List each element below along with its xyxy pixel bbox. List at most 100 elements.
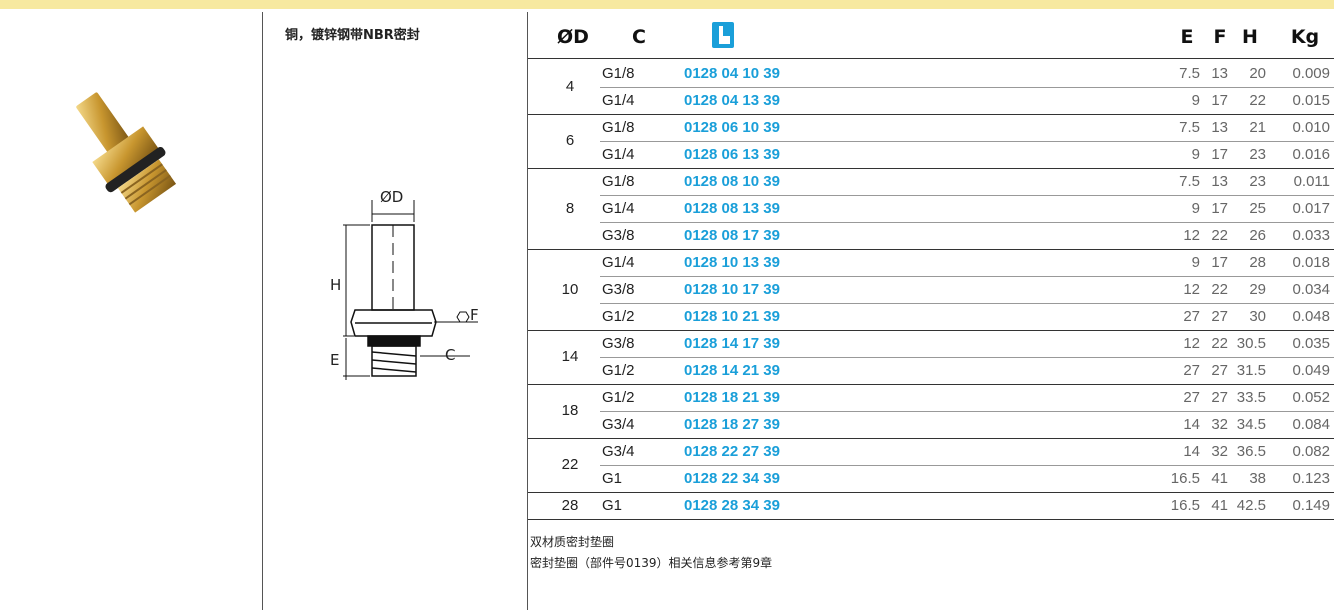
thread: G1/8 [602, 173, 635, 190]
thread: G1/4 [602, 92, 635, 109]
column-header: ØD [557, 26, 589, 48]
dim-f: 13 [1211, 173, 1228, 190]
thread: G3/8 [602, 335, 635, 352]
column-header: F [1213, 26, 1227, 48]
part-number: 0128 04 13 39 [684, 92, 780, 109]
group-rule [528, 384, 1334, 385]
column-header: C [632, 26, 646, 48]
row-rule [600, 222, 1334, 223]
dim-h: 21 [1249, 119, 1266, 136]
thread: G3/8 [602, 227, 635, 244]
part-number: 0128 14 21 39 [684, 362, 780, 379]
dim-h: 26 [1249, 227, 1266, 244]
thread: G1/4 [602, 254, 635, 271]
label-d: ØD [380, 188, 403, 206]
dim-h: 25 [1249, 200, 1266, 217]
dim-f: 32 [1211, 416, 1228, 433]
column-header: Kg [1290, 26, 1320, 48]
part-number: 0128 22 34 39 [684, 470, 780, 487]
group-rule [528, 168, 1334, 169]
row-rule [600, 87, 1334, 88]
dim-e: 27 [1183, 308, 1200, 325]
weight: 0.016 [1292, 146, 1330, 163]
product-photo [76, 92, 177, 213]
dim-f: 17 [1211, 92, 1228, 109]
row-rule [600, 411, 1334, 412]
thread: G1/2 [602, 362, 635, 379]
part-number: 0128 18 21 39 [684, 389, 780, 406]
part-number: 0128 08 13 39 [684, 200, 780, 217]
note: 双材质密封垫圈 [530, 535, 615, 549]
dim-e: 12 [1183, 281, 1200, 298]
header-rule [528, 58, 1334, 59]
dim-f: 32 [1211, 443, 1228, 460]
dim-f: 41 [1211, 497, 1228, 514]
label-f: F [470, 306, 479, 324]
group-rule [528, 438, 1334, 439]
dim-e: 9 [1191, 254, 1200, 271]
dim-e: 7.5 [1179, 65, 1200, 82]
part-number: 0128 06 10 39 [684, 119, 780, 136]
weight: 0.011 [1293, 173, 1330, 190]
weight: 0.052 [1292, 389, 1330, 406]
weight: 0.149 [1292, 497, 1330, 514]
dim-h: 42.5 [1236, 497, 1266, 514]
dim-e: 9 [1191, 92, 1200, 109]
dim-f: 13 [1211, 65, 1228, 82]
group-rule [528, 249, 1334, 250]
thread: G3/4 [602, 443, 635, 460]
dim-e: 16.5 [1170, 470, 1200, 487]
row-rule [600, 357, 1334, 358]
dim-e: 14 [1183, 416, 1200, 433]
part-number: 0128 10 13 39 [684, 254, 780, 271]
label-e: E [330, 351, 339, 369]
dim-h: 28 [1249, 254, 1266, 271]
dim-h: 30 [1249, 308, 1266, 325]
weight: 0.015 [1292, 92, 1330, 109]
dim-e: 9 [1191, 146, 1200, 163]
label-h: H [330, 276, 341, 294]
dim-f: 17 [1211, 146, 1228, 163]
group-diameter: 10 [561, 280, 579, 298]
dim-e: 12 [1183, 227, 1200, 244]
weight: 0.010 [1292, 119, 1330, 136]
label-c: C [445, 346, 455, 364]
dim-f: 22 [1211, 335, 1228, 352]
dim-e: 9 [1191, 200, 1200, 217]
thread: G1/4 [602, 146, 635, 163]
part-number: 0128 18 27 39 [684, 416, 780, 433]
dim-e: 12 [1183, 335, 1200, 352]
catalog-icon [712, 22, 734, 48]
row-rule [600, 303, 1334, 304]
dim-h: 23 [1249, 173, 1266, 190]
dim-e: 27 [1183, 389, 1200, 406]
group-rule [528, 114, 1334, 115]
dim-h: 22 [1249, 92, 1266, 109]
dim-h: 33.5 [1236, 389, 1266, 406]
group-rule [528, 492, 1334, 493]
divider [262, 12, 263, 610]
dim-h: 23 [1249, 146, 1266, 163]
group-diameter: 4 [565, 78, 575, 95]
group-rule [528, 519, 1334, 520]
dim-f: 27 [1211, 389, 1228, 406]
weight: 0.035 [1292, 335, 1330, 352]
dim-h: 29 [1249, 281, 1266, 298]
dim-f: 17 [1211, 200, 1228, 217]
dim-e: 16.5 [1170, 497, 1200, 514]
dimension-diagram: ØD H F E C [330, 188, 479, 380]
thread: G1 [602, 497, 623, 514]
dim-f: 22 [1211, 227, 1228, 244]
group-diameter: 22 [561, 456, 579, 473]
dim-f: 22 [1211, 281, 1228, 298]
row-rule [600, 195, 1334, 196]
dim-f: 27 [1211, 362, 1228, 379]
part-number: 0128 22 27 39 [684, 443, 780, 460]
group-diameter: 14 [561, 348, 579, 365]
dim-f: 13 [1211, 119, 1228, 136]
header-band [0, 0, 1334, 9]
weight: 0.034 [1292, 281, 1330, 298]
part-number: 0128 08 10 39 [684, 173, 780, 190]
dim-h: 36.5 [1236, 443, 1266, 460]
dim-e: 7.5 [1179, 119, 1200, 136]
